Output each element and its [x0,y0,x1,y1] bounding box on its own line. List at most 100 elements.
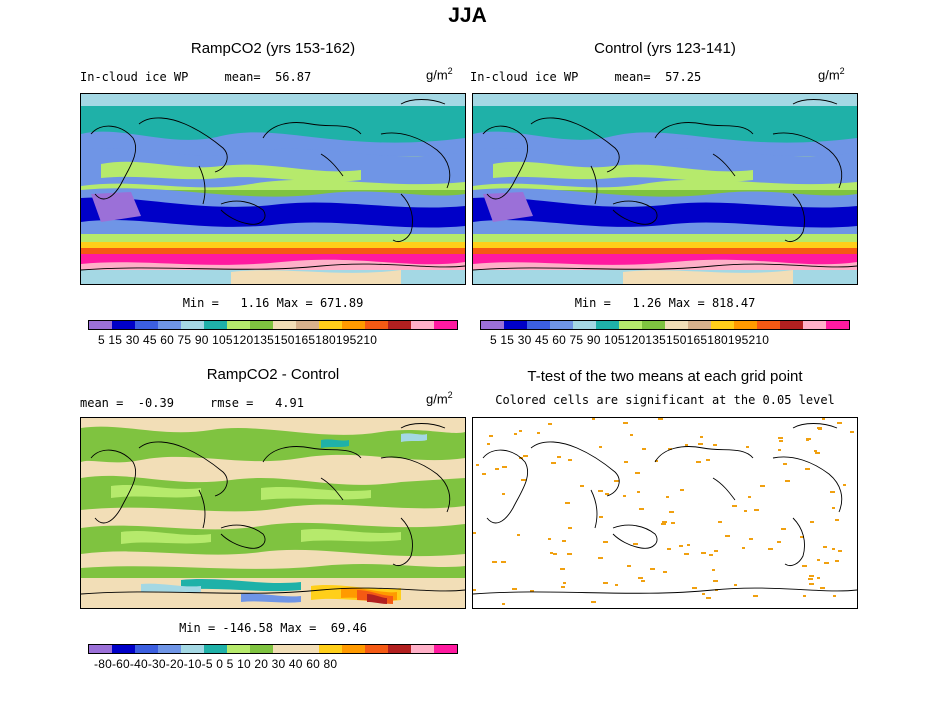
significant-cell [768,548,773,550]
significant-cell [495,468,499,470]
significant-cell [809,575,814,577]
ttest-panel-title: T-test of the two means at each grid poi… [527,368,803,385]
colorbar-swatch [273,645,296,653]
colorbar-swatch [411,321,434,329]
significant-cell [661,523,666,525]
significant-cell [592,418,595,420]
significant-cell [700,436,703,438]
significant-cell [754,509,759,511]
significant-cell [785,480,790,482]
significant-cell [713,444,717,446]
diff-units: g/m2 [426,390,453,407]
control-map [472,93,858,285]
significant-cell [614,480,619,482]
colorbar-swatch [826,321,849,329]
colorbar-swatch [596,321,619,329]
significant-cell [838,550,842,552]
ramp-map [80,93,466,285]
significant-cell [671,522,675,524]
significant-cell [823,546,827,548]
diff-stats: Min = -146.58 Max = 69.46 [179,621,367,635]
control-panel-title: Control (yrs 123-141) [594,40,736,57]
colorbar-swatch [642,321,665,329]
significant-cell [666,496,669,498]
significant-cell [709,554,713,556]
significant-cell [832,548,835,550]
significant-cell [808,578,813,580]
colorbar-swatch [434,645,457,653]
colorbar-swatch [665,321,688,329]
significant-cell [512,588,517,590]
significant-cell [742,547,745,549]
significant-cell [734,584,737,586]
significant-cell [553,553,557,555]
significant-cell [817,577,820,579]
significant-cell [502,493,505,495]
significant-cell [633,543,638,545]
significant-cell [663,571,667,573]
control-panel-label: In-cloud ice WP mean= 57.25 [470,70,702,84]
significant-cell [473,532,476,534]
significant-cell [489,435,493,437]
significant-cell [568,459,572,461]
significant-cell [692,587,697,589]
control-colorbar [480,320,850,330]
diff-colorbar [88,644,458,654]
significant-cell [517,534,520,536]
significant-cell [548,538,551,540]
significant-cell [744,510,747,512]
significant-cell [655,460,658,462]
ramp-stats: Min = 1.16 Max = 671.89 [182,296,364,310]
significant-cell [679,545,683,547]
colorbar-swatch [296,645,319,653]
significant-cell [800,536,804,538]
colorbar-swatch [158,321,181,329]
colorbar-swatch [734,321,757,329]
significant-cell [803,595,806,597]
significant-cell [781,528,786,530]
significant-cell [639,508,644,510]
colorbar-swatch [388,645,411,653]
colorbar-swatch [365,321,388,329]
significant-cell [830,491,835,493]
colorbar-swatch [803,321,826,329]
significant-cell [591,601,596,603]
significant-cell [817,427,822,429]
colorbar-swatch [780,321,803,329]
significant-cell [501,561,506,563]
colorbar-swatch [619,321,642,329]
colorbar-swatch [273,321,296,329]
significant-cell [701,552,706,554]
colorbar-swatch [89,321,112,329]
colorbar-swatch [319,321,342,329]
significant-cell [635,472,640,474]
significant-cell [514,433,517,435]
significant-cell [548,423,552,425]
figure-title: JJA [448,4,487,27]
significant-cell [718,521,722,523]
significant-cell [748,496,751,498]
significant-cell [822,418,825,420]
significant-cell [623,422,628,424]
significant-cell [835,560,839,562]
significant-cell [519,430,522,432]
significant-cell [669,511,674,513]
significant-cell [623,495,626,497]
significant-cell [713,580,718,582]
significant-cell [706,597,711,599]
ramp-units: g/m2 [426,66,453,83]
significant-cell [832,507,835,509]
significant-cell [778,437,783,439]
significant-cell [809,583,814,585]
colorbar-swatch [388,321,411,329]
significant-cell [567,553,572,555]
ramp-panel-title: RampCO2 (yrs 153-162) [190,40,356,57]
significant-cell [783,463,787,465]
significant-cell [599,446,602,448]
ramp-colorbar-labels: 5 15 30 45 60 75 90 10512013515016518019… [98,333,378,347]
significant-cell [598,557,603,559]
significant-cell [530,590,534,592]
significant-cell [521,479,526,481]
ttest-panel-subtitle: Colored cells are significant at the 0.0… [495,393,835,407]
significant-cell [837,422,842,424]
